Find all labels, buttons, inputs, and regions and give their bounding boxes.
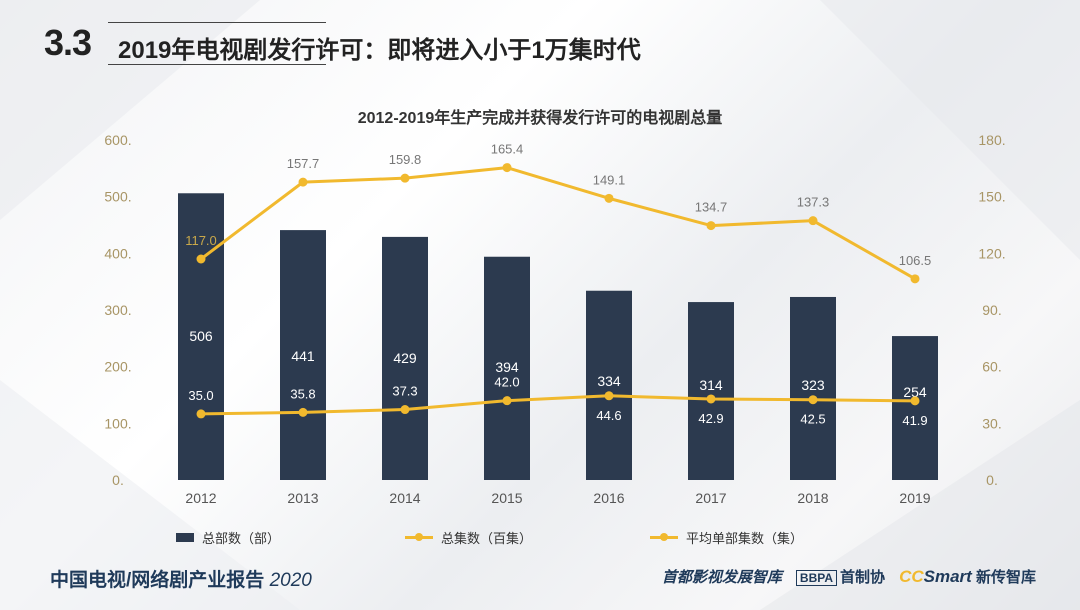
x-tick-label: 2019 bbox=[899, 490, 930, 506]
avg-value-label: 35.0 bbox=[188, 388, 213, 403]
avg-series-point bbox=[400, 405, 410, 415]
logo-cc: CC bbox=[899, 567, 924, 586]
left-axis-tick: 200. bbox=[104, 359, 131, 375]
right-axis-tick: 60. bbox=[982, 359, 1001, 375]
logo-ccsmart-cn: 新传智库 bbox=[975, 569, 1036, 586]
report-year: 2020 bbox=[269, 570, 312, 591]
episodes-value-label: 165.4 bbox=[491, 142, 524, 157]
avg-value-label: 42.5 bbox=[800, 412, 825, 427]
episodes-series-point bbox=[502, 163, 512, 173]
avg-series-point bbox=[604, 391, 614, 401]
logo-bbpa-box: BBPA bbox=[795, 570, 838, 586]
legend-item-episodes: 总集数（百集） bbox=[405, 528, 532, 547]
bar-value-label: 323 bbox=[801, 377, 825, 393]
left-axis-tick: 500. bbox=[104, 189, 131, 205]
bar bbox=[280, 230, 326, 480]
legend-label-episodes: 总集数（百集） bbox=[441, 531, 533, 546]
episodes-value-label: 134.7 bbox=[695, 200, 728, 215]
right-axis-tick: 90. bbox=[982, 302, 1001, 318]
left-axis-tick: 300. bbox=[104, 302, 131, 318]
avg-value-label: 42.0 bbox=[494, 375, 519, 390]
report-title: 中国电视/网络剧产业报告 2020 bbox=[50, 565, 312, 592]
episodes-series-point bbox=[706, 221, 716, 231]
avg-value-label: 35.8 bbox=[290, 386, 315, 401]
avg-value-label: 42.9 bbox=[698, 411, 723, 426]
episodes-series-point bbox=[298, 177, 308, 187]
episodes-value-label: 117.0 bbox=[185, 233, 217, 248]
logo-smart: Smart bbox=[923, 567, 972, 586]
x-tick-label: 2017 bbox=[695, 490, 726, 506]
avg-series-point bbox=[298, 407, 308, 417]
bar-value-label: 429 bbox=[393, 350, 417, 366]
avg-series-point bbox=[196, 409, 206, 419]
legend-label-avg: 平均单部集数（集） bbox=[686, 531, 804, 546]
right-axis-tick: 150. bbox=[978, 189, 1005, 205]
legend-swatch-line-avg bbox=[650, 533, 678, 541]
footer-logos: 首都影视发展智库 BBPA 首制协 CCSmart 新传智库 bbox=[662, 566, 1036, 587]
logo-capital-film-think-tank: 首都影视发展智库 bbox=[661, 569, 782, 586]
legend-label-bars: 总部数（部） bbox=[202, 531, 281, 546]
bar-value-label: 441 bbox=[291, 348, 315, 364]
bar-value-label: 334 bbox=[597, 373, 621, 389]
x-tick-label: 2018 bbox=[797, 490, 828, 506]
legend-swatch-line bbox=[405, 533, 433, 541]
logo-bbpa: BBPA 首制协 bbox=[795, 566, 886, 587]
left-axis-tick: 600. bbox=[104, 132, 131, 148]
x-tick-label: 2015 bbox=[491, 490, 522, 506]
bar-value-label: 254 bbox=[903, 384, 927, 400]
bar bbox=[892, 336, 938, 480]
episodes-value-label: 149.1 bbox=[593, 172, 626, 187]
bar bbox=[178, 193, 224, 480]
chart-title: 2012-2019年生产完成并获得发行许可的电视剧总量 bbox=[357, 110, 723, 127]
bar bbox=[382, 236, 428, 480]
episodes-value-label: 137.3 bbox=[797, 195, 830, 210]
x-tick-label: 2014 bbox=[389, 490, 420, 506]
avg-value-label: 44.6 bbox=[596, 408, 621, 423]
bar-value-label: 314 bbox=[699, 377, 723, 393]
avg-series-line bbox=[200, 394, 916, 416]
bar bbox=[688, 302, 734, 480]
logo-bbpa-text: 首制协 bbox=[840, 569, 886, 586]
header-rule-top bbox=[108, 22, 326, 23]
avg-series-point bbox=[910, 396, 920, 406]
legend-item-bars: 总部数（部） bbox=[176, 528, 280, 547]
bar bbox=[790, 296, 836, 480]
avg-value-label: 37.3 bbox=[392, 384, 417, 399]
bar-value-label: 506 bbox=[189, 328, 213, 344]
report-title-text: 中国电视/网络剧产业报告 bbox=[50, 570, 265, 591]
avg-value-label: 41.9 bbox=[902, 413, 927, 428]
right-axis-tick: 30. bbox=[982, 415, 1001, 431]
episodes-series-point bbox=[808, 216, 818, 226]
right-axis-tick: 180. bbox=[978, 132, 1005, 148]
avg-series-point bbox=[502, 396, 512, 406]
legend-item-avg: 平均单部集数（集） bbox=[650, 528, 803, 547]
bar bbox=[484, 256, 530, 480]
left-axis-tick: 400. bbox=[104, 245, 131, 261]
episodes-value-label: 157.7 bbox=[287, 156, 320, 171]
bar-value-label: 394 bbox=[495, 359, 519, 375]
episodes-series-point bbox=[910, 274, 920, 284]
episodes-series-point bbox=[400, 173, 410, 183]
x-tick-label: 2013 bbox=[287, 490, 318, 506]
avg-series-point bbox=[706, 394, 716, 404]
bar bbox=[586, 290, 632, 480]
page-title: 2019年电视剧发行许可：即将进入小于1万集时代 bbox=[118, 37, 641, 64]
avg-series-point bbox=[808, 395, 818, 405]
logo-ccsmart: CCSmart 新传智库 bbox=[899, 566, 1036, 587]
right-axis-tick: 120. bbox=[978, 245, 1005, 261]
x-tick-label: 2012 bbox=[185, 490, 216, 506]
right-axis-tick: 0. bbox=[986, 472, 998, 488]
section-number: 3.3 bbox=[44, 22, 92, 63]
left-axis-tick: 100. bbox=[104, 415, 131, 431]
header-rule-bottom bbox=[108, 64, 326, 65]
episodes-series-point bbox=[196, 254, 206, 264]
episodes-value-label: 159.8 bbox=[389, 152, 422, 167]
episodes-series-line bbox=[200, 166, 916, 281]
legend-swatch-bar bbox=[176, 533, 194, 542]
x-tick-label: 2016 bbox=[593, 490, 624, 506]
episodes-series-point bbox=[604, 193, 614, 203]
left-axis-tick: 0. bbox=[112, 472, 124, 488]
episodes-value-label: 106.5 bbox=[899, 253, 932, 268]
